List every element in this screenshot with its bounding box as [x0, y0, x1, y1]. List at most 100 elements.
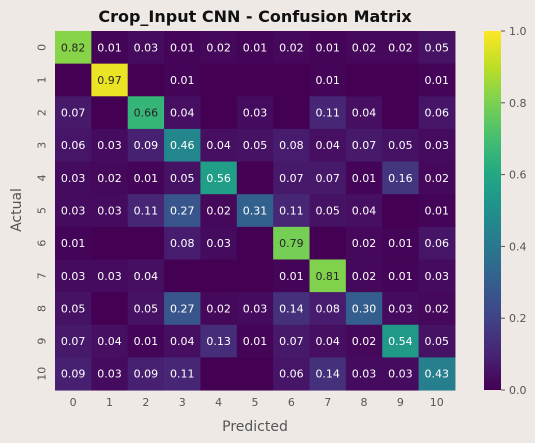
heatmap-cell [418, 194, 456, 228]
heatmap-cell [164, 128, 201, 163]
heatmap-cell [309, 63, 347, 97]
cell-value-label: 0.02 [388, 41, 413, 54]
chart-title: Crop_Input CNN - Confusion Matrix [98, 7, 412, 26]
cell-value-label: 0.09 [61, 368, 86, 381]
heatmap-cell [273, 31, 311, 65]
heatmap-cell [55, 324, 92, 358]
heatmap-cell [91, 324, 129, 358]
cell-value-label: 0.05 [425, 335, 450, 348]
cell-value-label: 0.02 [206, 302, 231, 315]
heatmap-cell [382, 292, 420, 326]
heatmap-cell [345, 324, 383, 358]
heatmap-cell [200, 324, 238, 358]
cell-value-label: 0.01 [315, 74, 340, 87]
x-axis-label: Predicted [222, 419, 288, 435]
cell-value-label: 0.31 [243, 205, 268, 218]
cell-value-label: 0.06 [61, 139, 86, 152]
cell-value-label: 0.08 [170, 237, 195, 250]
cell-value-label: 0.54 [388, 335, 413, 348]
heatmap-cell [418, 259, 456, 293]
cell-value-label: 0.03 [425, 139, 450, 152]
cell-value-label: 0.01 [352, 172, 377, 185]
heatmap-cell [345, 226, 383, 260]
heatmap-cell [200, 161, 238, 195]
heatmap-cell [91, 31, 129, 65]
heatmap-cell [309, 259, 347, 293]
heatmap-cell [382, 161, 420, 195]
cell-value-label: 0.02 [425, 172, 450, 185]
heatmap-cell [55, 31, 92, 65]
heatmap-cell [418, 63, 456, 97]
heatmap-cell [127, 324, 165, 358]
colorbar-tick-label: 0.8 [509, 97, 527, 110]
heatmap-cell [418, 31, 456, 65]
heatmap-cell [382, 194, 420, 228]
heatmap-cell [91, 357, 129, 391]
heatmap-cell [91, 259, 129, 293]
heatmap-cell [273, 194, 311, 228]
x-tick-label: 6 [288, 396, 295, 409]
heatmap-cell [309, 194, 347, 228]
heatmap-cell [55, 226, 92, 260]
cell-value-label: 0.03 [206, 237, 231, 250]
heatmap-cell [200, 128, 238, 163]
heatmap-cell [418, 226, 456, 260]
colorbar-tick-label: 0.0 [509, 384, 527, 397]
heatmap-cell [55, 357, 92, 391]
heatmap-cell [418, 161, 456, 195]
cell-value-label: 0.01 [97, 41, 122, 54]
heatmap-cell [345, 259, 383, 293]
heatmap-cell [309, 292, 347, 326]
heatmap-cell [200, 31, 238, 65]
heatmap-cell [91, 63, 129, 97]
cell-value-label: 0.03 [97, 368, 122, 381]
cell-value-label: 0.46 [170, 139, 195, 152]
heatmap-cell [164, 259, 201, 293]
cell-value-label: 0.07 [315, 172, 340, 185]
colorbar-tick-label: 0.4 [509, 240, 527, 253]
heatmap-cell [127, 128, 165, 163]
cell-value-label: 0.02 [97, 172, 122, 185]
cell-value-label: 0.02 [352, 270, 377, 283]
y-tick-label: 2 [36, 109, 49, 116]
cell-value-label: 0.79 [279, 237, 304, 250]
cell-value-label: 0.11 [315, 107, 340, 120]
heatmap-cell [127, 357, 165, 391]
cell-value-label: 0.03 [97, 139, 122, 152]
cell-value-label: 0.05 [170, 172, 195, 185]
heatmap-cell [91, 194, 129, 228]
colorbar-tick-label: 0.6 [509, 169, 527, 182]
heatmap-cell [309, 161, 347, 195]
heatmap-cell [309, 357, 347, 391]
heatmap-cell [236, 292, 274, 326]
heatmap-cell [345, 292, 383, 326]
heatmap-cell [127, 226, 165, 260]
cell-value-label: 0.03 [97, 270, 122, 283]
cell-value-label: 0.11 [134, 205, 159, 218]
heatmap-cell [55, 96, 92, 130]
cell-value-label: 0.04 [315, 139, 340, 152]
cell-value-label: 0.27 [170, 302, 195, 315]
heatmap-cells: 0.82 0.01 0.03 0.01 0.02 0.01 0.02 0.01 0.02 0.02… [55, 31, 456, 391]
heatmap-cell [309, 128, 347, 163]
y-tick-label: 7 [36, 272, 49, 279]
heatmap-cell [273, 259, 311, 293]
cell-value-label: 0.14 [279, 302, 304, 315]
heatmap-cell [382, 357, 420, 391]
heatmap-cell [200, 226, 238, 260]
heatmap-cell [91, 292, 129, 326]
cell-value-label: 0.03 [352, 368, 377, 381]
cell-value-label: 0.01 [243, 41, 268, 54]
heatmap-cell [200, 63, 238, 97]
cell-value-label: 0.03 [243, 302, 268, 315]
cell-value-label: 0.01 [315, 41, 340, 54]
heatmap-cell [309, 96, 347, 130]
heatmap-cell [345, 357, 383, 391]
cell-value-label: 0.02 [352, 41, 377, 54]
heatmap-cell [200, 292, 238, 326]
x-tick-label: 10 [430, 396, 444, 409]
cell-value-label: 0.08 [315, 302, 340, 315]
heatmap-cell [91, 161, 129, 195]
y-tick-label: 4 [36, 174, 49, 181]
y-tick-label: 0 [36, 44, 49, 51]
